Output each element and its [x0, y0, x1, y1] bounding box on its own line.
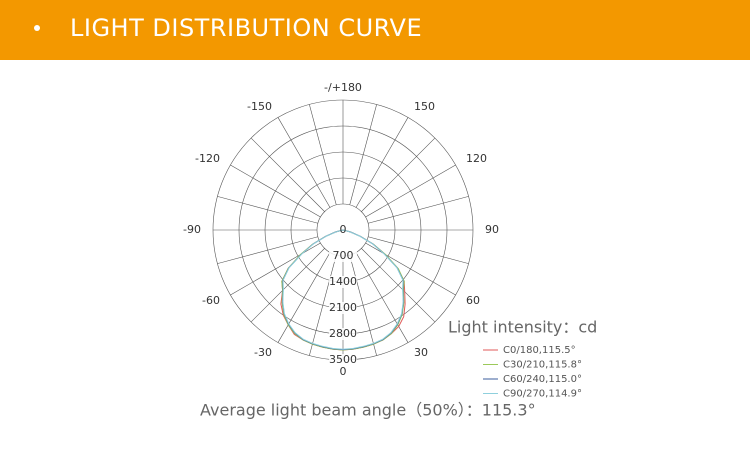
tick-bg [329, 276, 357, 288]
r-tick-label: 1400 [329, 275, 357, 288]
header: LIGHT DISTRIBUTION CURVE [0, 0, 750, 60]
theta-tick-label: 150 [414, 100, 435, 113]
theta-tick-label: 120 [466, 152, 487, 165]
tick-bg [329, 354, 357, 366]
theta-tick-label: -/+180 [324, 81, 362, 94]
bullet [34, 25, 40, 31]
r-tick-label: 3500 [329, 353, 357, 366]
tick-bg [329, 328, 357, 340]
legend-label: C60/240,115.0° [503, 374, 582, 385]
theta-tick-label: -150 [247, 100, 272, 113]
theta-tick-label: 0 [340, 365, 347, 378]
legend-label: C30/210,115.8° [503, 360, 582, 371]
legend-label: C0/180,115.5° [503, 345, 576, 356]
theta-tick-label: 60 [466, 294, 480, 307]
theta-tick-label: 90 [485, 223, 499, 236]
r-tick-label: 2100 [329, 301, 357, 314]
tick-bg [329, 250, 357, 262]
theta-tick-label: -30 [254, 346, 272, 359]
theta-tick-label: -60 [202, 294, 220, 307]
annotation: Average light beam angle（50%）：115.3° [200, 401, 536, 420]
r-tick-label: 700 [333, 249, 354, 262]
series-line [282, 229, 404, 350]
theta-tick-label: 30 [414, 346, 428, 359]
legend-label: C90/270,114.9° [503, 389, 582, 400]
tick-bg [329, 302, 357, 314]
r-tick-label: 0 [340, 223, 347, 236]
theta-tick-label: -120 [195, 152, 220, 165]
theta-tick-label: -90 [183, 223, 201, 236]
r-axis-label: Light intensity：cd [448, 318, 597, 337]
chart: Light intensity：cd Average light beam an… [183, 81, 597, 420]
section-title: LIGHT DISTRIBUTION CURVE [70, 14, 423, 42]
r-tick-label: 2800 [329, 327, 357, 340]
